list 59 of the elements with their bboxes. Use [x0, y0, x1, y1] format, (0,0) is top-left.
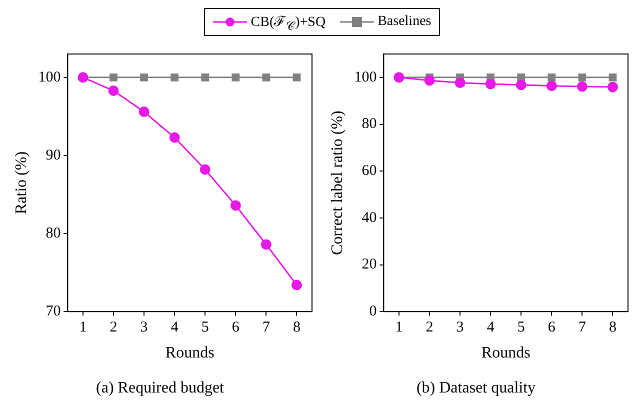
y-tick-label: 90 [46, 147, 61, 164]
point [200, 164, 210, 175]
y-axis-title: Correct label ratio (%) [328, 110, 346, 255]
point [608, 73, 617, 82]
x-tick-label: 4 [170, 319, 179, 336]
x-tick-label: 5 [517, 319, 525, 336]
point [138, 106, 150, 117]
point [548, 73, 556, 82]
x-tick-label: 3 [456, 319, 464, 336]
legend-label: CB(ℱ$_{𝒞}$)+SQ [250, 14, 326, 33]
y-tick-label: 0 [369, 303, 377, 320]
point [110, 73, 118, 82]
point [292, 73, 301, 82]
point [140, 73, 148, 82]
y-tick-label: 80 [46, 225, 61, 242]
x-tick-label: 1 [395, 319, 403, 336]
point [576, 81, 588, 92]
text: (a) Required budget [96, 379, 225, 396]
x-tick-label: 3 [140, 319, 148, 336]
y-axis-title: Ratio (%) [12, 151, 30, 214]
y-tick-label: 100 [354, 69, 377, 86]
y-tick-label: 80 [362, 116, 377, 132]
point [262, 73, 270, 82]
point [454, 77, 466, 88]
x-tick-label: 4 [486, 319, 495, 336]
point [232, 73, 240, 82]
point [291, 280, 302, 290]
x-tick-label: 7 [262, 319, 270, 336]
point [201, 73, 210, 82]
y-tick-label: 100 [38, 69, 61, 86]
point [230, 200, 241, 210]
x-axis-title: Rounds [481, 344, 530, 362]
point [424, 75, 435, 86]
x-axis-title: Rounds [165, 344, 214, 362]
point [578, 73, 586, 82]
legend-label: Baselines [378, 14, 432, 30]
x-tick-label: 2 [426, 319, 434, 336]
point [517, 73, 526, 82]
point [169, 132, 180, 143]
point [170, 73, 179, 82]
point [516, 79, 526, 90]
text: (b) Dataset quality [416, 379, 536, 396]
point [260, 239, 272, 250]
x-tick-label: 5 [201, 319, 209, 336]
point [485, 78, 496, 90]
y-tick-label: 60 [362, 162, 377, 179]
x-tick-label: 6 [548, 319, 556, 336]
x-tick-label: 8 [608, 319, 616, 336]
x-tick-label: 2 [110, 319, 118, 336]
x-tick-label: 7 [578, 319, 586, 336]
y-tick-label: 20 [362, 256, 377, 272]
point [546, 80, 557, 91]
x-tick-label: 8 [292, 319, 300, 336]
y-tick-label: 40 [362, 210, 377, 226]
y-tick-label: 70 [46, 303, 61, 320]
x-tick-label: 6 [232, 319, 240, 336]
x-tick-label: 1 [79, 319, 87, 336]
point [607, 82, 618, 92]
point [108, 85, 119, 96]
